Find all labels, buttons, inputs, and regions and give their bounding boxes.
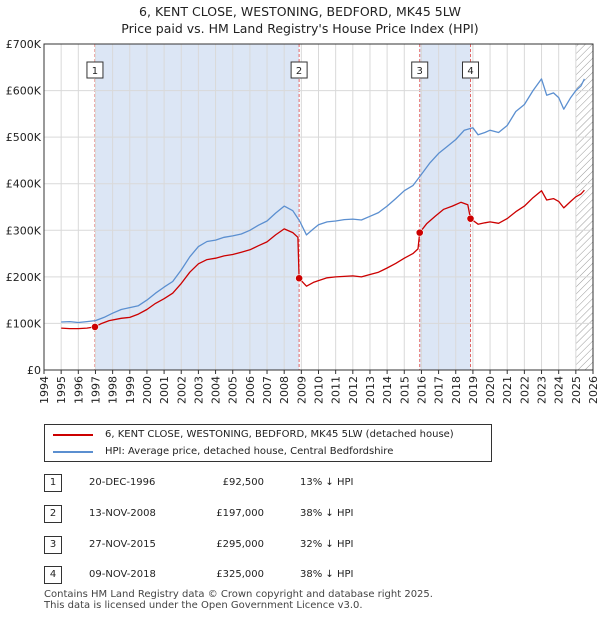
sale-marker-box <box>462 61 480 79</box>
sale-hpi-diff: 38% ↓ HPI <box>300 508 354 519</box>
price-paid-line <box>61 189 585 330</box>
x-tick-label: 2012 <box>347 376 360 404</box>
x-tick-label: 2002 <box>175 376 188 404</box>
x-tick-label: 2020 <box>484 376 497 404</box>
sale-marker-label: 2 <box>296 66 302 77</box>
x-tick-label: 1995 <box>55 376 68 404</box>
sale-date: 27-NOV-2015 <box>89 539 156 550</box>
title-line-2: Price paid vs. HM Land Registry's House … <box>121 21 479 36</box>
x-tick-label: 2016 <box>415 376 428 404</box>
legend-label-price: 6, KENT CLOSE, WESTONING, BEDFORD, MK45 … <box>105 429 454 440</box>
sale-row: 2 13-NOV-2008 £197,000 38% ↓ HPI <box>44 505 444 523</box>
sale-marker-label: 3 <box>417 66 423 77</box>
x-tick-label: 2010 <box>313 376 326 404</box>
x-tick-label: 2019 <box>467 376 480 404</box>
sale-price: £197,000 <box>216 508 264 519</box>
sale-hpi-diff: 13% ↓ HPI <box>300 477 354 488</box>
sale-marker-box <box>86 61 104 79</box>
sale-point <box>415 228 424 237</box>
x-tick-label: 2014 <box>381 376 394 404</box>
sale-point <box>295 274 304 283</box>
sale-price: £295,000 <box>216 539 264 550</box>
footer-licence: This data is licensed under the Open Gov… <box>44 600 363 611</box>
x-tick-label: 2017 <box>433 376 446 404</box>
x-tick-label: 2011 <box>330 376 343 404</box>
sale-hpi-diff: 32% ↓ HPI <box>300 539 354 550</box>
y-tick-label: £700K <box>6 38 42 51</box>
y-tick-label: £400K <box>6 178 42 191</box>
title-line-1: 6, KENT CLOSE, WESTONING, BEDFORD, MK45 … <box>139 4 461 19</box>
x-tick-label: 2013 <box>364 376 377 404</box>
x-tick-label: 2001 <box>158 376 171 404</box>
x-tick-label: 1994 <box>38 376 51 404</box>
x-tick-label: 2006 <box>244 376 257 404</box>
x-tick-label: 2015 <box>398 376 411 404</box>
legend-swatch-hpi <box>53 451 93 453</box>
sale-marker-box <box>411 61 429 79</box>
y-tick-label: £300K <box>6 224 42 237</box>
x-tick-label: 2000 <box>141 376 154 404</box>
sale-number-badge: 1 <box>44 474 62 492</box>
y-tick-label: £100K <box>6 317 42 330</box>
x-tick-label: 2025 <box>570 376 583 404</box>
x-tick-label: 2026 <box>587 376 600 404</box>
x-tick-label: 2004 <box>210 376 223 404</box>
sale-number-badge: 4 <box>44 566 62 584</box>
sale-price: £92,500 <box>222 477 264 488</box>
sale-date: 13-NOV-2008 <box>89 508 156 519</box>
x-tick-label: 2021 <box>501 376 514 404</box>
x-tick-label: 1999 <box>124 376 137 404</box>
x-tick-label: 2009 <box>295 376 308 404</box>
x-tick-label: 2023 <box>536 376 549 404</box>
y-tick-label: £500K <box>6 131 42 144</box>
legend: 6, KENT CLOSE, WESTONING, BEDFORD, MK45 … <box>44 424 492 462</box>
shaded-range <box>419 44 471 370</box>
legend-label-hpi: HPI: Average price, detached house, Cent… <box>105 446 394 457</box>
plot-border <box>43 43 594 371</box>
x-tick-label: 1997 <box>89 376 102 404</box>
x-tick-label: 1996 <box>72 376 85 404</box>
chart-title: 6, KENT CLOSE, WESTONING, BEDFORD, MK45 … <box>0 3 600 37</box>
sale-number-badge: 2 <box>44 505 62 523</box>
legend-swatch-price <box>53 434 93 436</box>
x-tick-label: 2008 <box>278 376 291 404</box>
y-tick-label: £600K <box>6 85 42 98</box>
forecast-hatch <box>575 44 593 370</box>
sale-point <box>91 323 99 331</box>
x-tick-label: 2005 <box>227 376 240 404</box>
x-tick-label: 2003 <box>192 376 205 404</box>
x-tick-label: 2022 <box>518 376 531 404</box>
sale-marker-box <box>290 61 308 79</box>
sale-date: 20-DEC-1996 <box>89 477 156 488</box>
x-tick-label: 2018 <box>450 376 463 404</box>
sale-marker-label: 1 <box>92 66 98 77</box>
hpi-line <box>61 78 585 324</box>
y-tick-label: £200K <box>6 271 42 284</box>
x-tick-label: 2007 <box>261 376 274 404</box>
x-tick-label: 2024 <box>553 376 566 404</box>
shaded-range <box>94 44 300 370</box>
sale-hpi-diff: 38% ↓ HPI <box>300 569 354 580</box>
footer-copyright: Contains HM Land Registry data © Crown c… <box>44 589 433 600</box>
sale-date: 09-NOV-2018 <box>89 569 156 580</box>
sale-row: 4 09-NOV-2018 £325,000 38% ↓ HPI <box>44 566 444 584</box>
footer: Contains HM Land Registry data © Crown c… <box>44 589 433 611</box>
x-tick-label: 1998 <box>107 376 120 404</box>
sale-point <box>466 214 475 223</box>
sale-marker-label: 4 <box>467 66 473 77</box>
y-tick-label: £0 <box>27 364 41 377</box>
sale-number-badge: 3 <box>44 536 62 554</box>
price-chart: £0 £100K £200K £300K £400K £500K £600K £700K 199… <box>6 38 600 404</box>
sale-row: 3 27-NOV-2015 £295,000 32% ↓ HPI <box>44 536 444 554</box>
sale-row: 1 20-DEC-1996 £92,500 13% ↓ HPI <box>44 474 444 492</box>
sale-price: £325,000 <box>216 569 264 580</box>
